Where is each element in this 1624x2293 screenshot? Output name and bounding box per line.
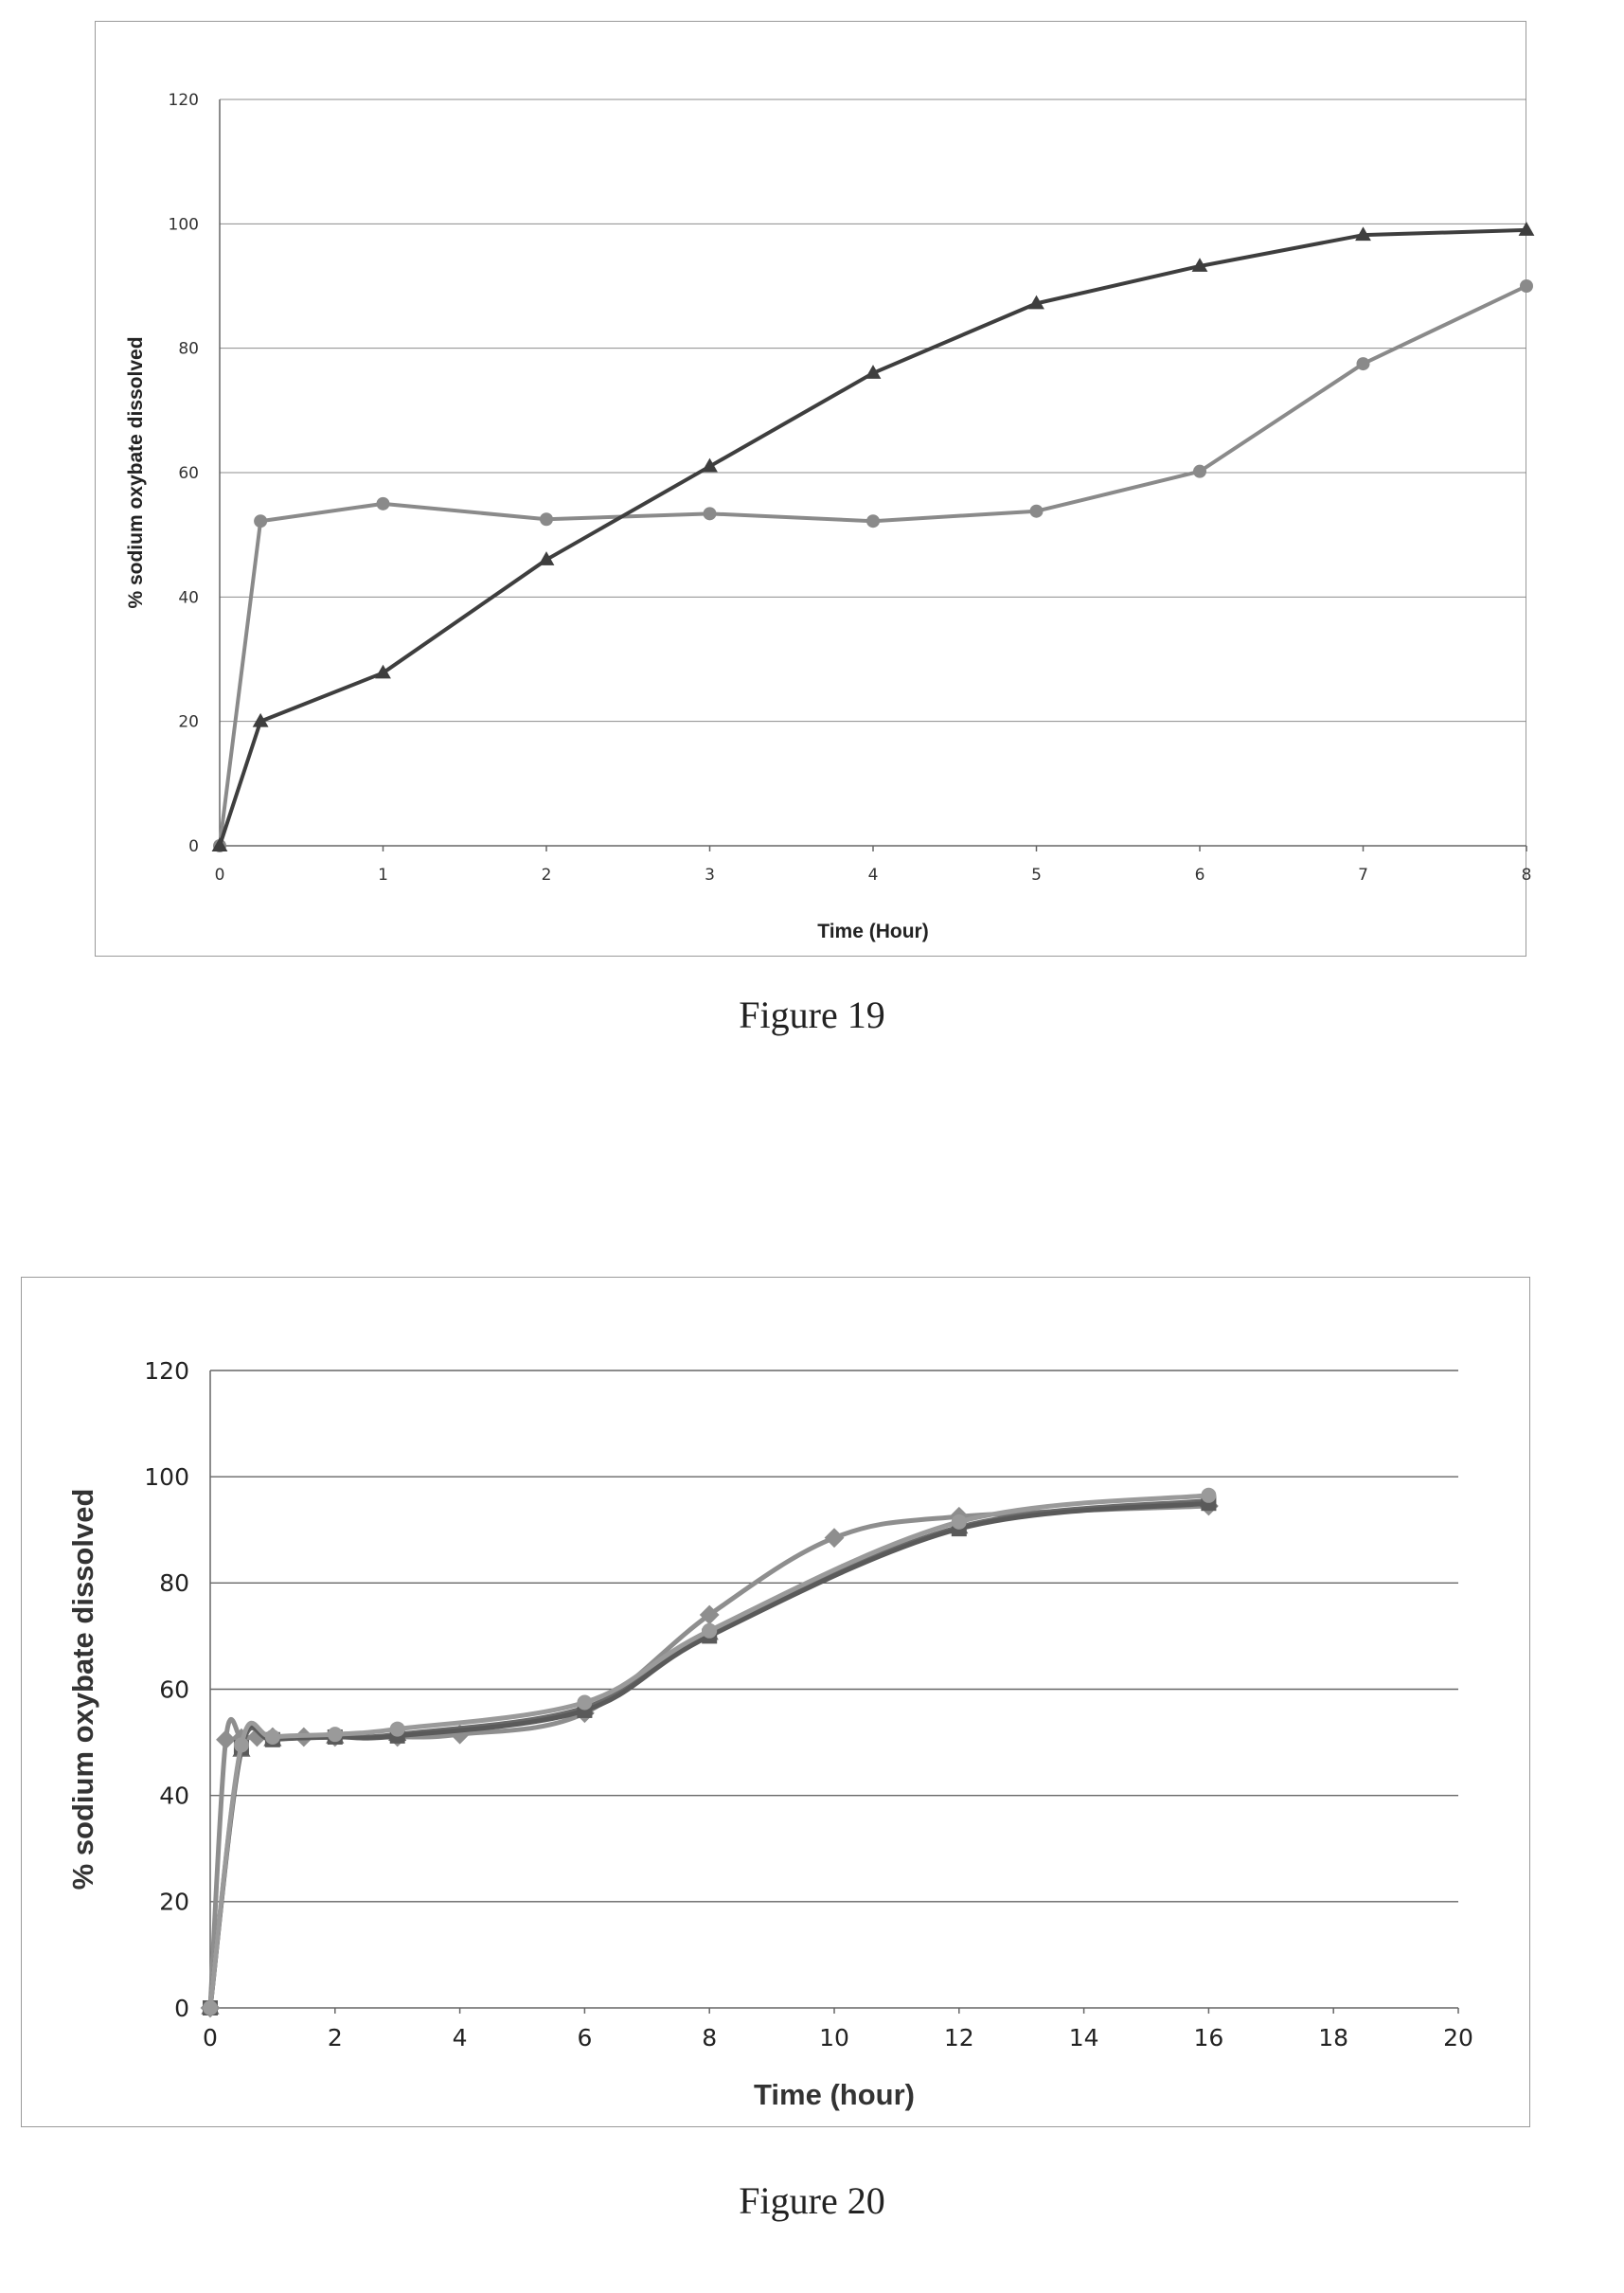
fig20-y-tick-label: 120 bbox=[144, 1357, 189, 1385]
fig19-x-axis-label: Time (Hour) bbox=[817, 921, 928, 942]
fig20-series-4-circle-point bbox=[702, 1622, 718, 1639]
fig20-y-tick-label: 80 bbox=[159, 1569, 189, 1597]
fig19-series-1-circle-point bbox=[376, 496, 390, 511]
fig20-series-1-diamond-point bbox=[699, 1604, 720, 1625]
fig19-x-tick-label: 3 bbox=[705, 866, 715, 885]
fig20-x-tick-label: 14 bbox=[1069, 2024, 1099, 2051]
figure-20-chart-frame bbox=[21, 1277, 1530, 2127]
fig20-y-tick-label: 20 bbox=[159, 1889, 189, 1916]
fig20-x-tick-label: 20 bbox=[1443, 2024, 1473, 2051]
fig19-series-1-circle-point bbox=[703, 507, 717, 521]
fig20-series-4-circle-point bbox=[203, 2000, 218, 2015]
figure-19-chart: 0 20 40 60 80 100 120 0 1 2 3 4 5 6 7 8 Time (Hour) % sod… bbox=[125, 91, 1535, 942]
fig19-x-tick-label: 4 bbox=[868, 866, 879, 885]
fig20-y-tick-label: 0 bbox=[174, 1995, 189, 2022]
fig19-series-1-circle-point bbox=[254, 514, 268, 528]
fig20-series-1-diamond-point bbox=[824, 1528, 845, 1549]
fig19-x-tick-label: 1 bbox=[378, 866, 388, 885]
fig19-series-2-triangle-point bbox=[252, 712, 269, 727]
fig20-y-tick-label: 60 bbox=[159, 1675, 189, 1703]
fig20-x-tick-label: 0 bbox=[203, 2024, 218, 2051]
fig19-x-tick-label: 6 bbox=[1195, 866, 1205, 885]
fig20-y-axis-label: % sodium oxybate dissolved bbox=[66, 1489, 99, 1890]
fig19-series-2-triangle-point bbox=[1518, 222, 1535, 236]
fig19-y-tick-label: 100 bbox=[169, 215, 199, 234]
fig19-series-1-line bbox=[218, 284, 1528, 848]
fig19-series-1-circle-point bbox=[1356, 357, 1370, 371]
fig19-x-tick-label: 8 bbox=[1522, 866, 1532, 885]
fig19-series-2-triangle-point bbox=[1028, 295, 1044, 310]
fig19-y-tick-label: 40 bbox=[178, 588, 199, 607]
fig20-series-1-line bbox=[207, 1503, 1211, 2011]
fig20-series-3-line bbox=[207, 1500, 1211, 2011]
fig20-series-4-circle-point bbox=[389, 1721, 405, 1737]
fig20-series-1-diamond-point bbox=[216, 1729, 236, 1750]
fig19-series-1-circle-point bbox=[1029, 504, 1044, 518]
fig19-x-tick-label: 2 bbox=[542, 866, 552, 885]
fig19-series-1-circle-point bbox=[1193, 464, 1206, 478]
fig19-series-2-triangle-point bbox=[375, 664, 391, 679]
fig19-series-2-triangle-point bbox=[702, 457, 718, 473]
fig19-x-tick-label: 0 bbox=[215, 866, 225, 885]
fig19-series-1-circle-point bbox=[540, 512, 553, 527]
figure-20-caption: Figure 20 bbox=[739, 2179, 885, 2222]
fig20-x-tick-label: 4 bbox=[453, 2024, 468, 2051]
fig20-series-4-circle-point bbox=[233, 1737, 249, 1753]
fig20-series-4-circle-point bbox=[264, 1729, 280, 1745]
fig20-x-tick-label: 2 bbox=[328, 2024, 343, 2051]
fig20-series-4-circle-point bbox=[327, 1727, 343, 1743]
fig19-y-axis-label: % sodium oxybate dissolved bbox=[125, 336, 147, 608]
fig19-y-tick-label: 120 bbox=[169, 91, 199, 110]
fig20-x-tick-label: 18 bbox=[1318, 2024, 1348, 2051]
fig19-series-2-line bbox=[218, 227, 1528, 848]
fig20-series-4-circle-point bbox=[1201, 1487, 1217, 1503]
fig19-series-1-circle-point bbox=[866, 514, 880, 528]
figure-19-chart-frame bbox=[95, 21, 1526, 957]
fig20-series-2-line bbox=[207, 1497, 1211, 2011]
fig19-x-tick-label: 5 bbox=[1031, 866, 1042, 885]
fig19-y-tick-label: 0 bbox=[188, 837, 199, 856]
fig19-y-tick-label: 60 bbox=[178, 464, 199, 483]
fig19-series-2-triangle-point bbox=[1355, 226, 1371, 242]
fig19-series-2-triangle-point bbox=[1191, 258, 1208, 272]
fig20-x-tick-label: 8 bbox=[702, 2024, 717, 2051]
fig20-series-4-line bbox=[207, 1493, 1211, 2011]
fig20-x-tick-label: 6 bbox=[577, 2024, 592, 2051]
fig19-y-tick-label: 80 bbox=[178, 340, 199, 359]
fig20-x-tick-label: 16 bbox=[1193, 2024, 1223, 2051]
fig20-x-tick-label: 10 bbox=[819, 2024, 849, 2051]
fig20-x-axis-label: Time (hour) bbox=[754, 2078, 915, 2111]
fig20-series-4-circle-point bbox=[577, 1694, 593, 1711]
fig20-x-tick-label: 12 bbox=[944, 2024, 974, 2051]
fig19-series-2-triangle-point bbox=[538, 551, 555, 565]
fig20-y-tick-label: 40 bbox=[159, 1782, 189, 1809]
fig19-series-2-triangle-point bbox=[211, 837, 228, 851]
figure-19-caption: Figure 19 bbox=[739, 994, 885, 1036]
fig20-series-1-diamond-point bbox=[247, 1727, 267, 1747]
fig19-y-tick-label: 20 bbox=[178, 713, 199, 732]
fig20-series-4-circle-point bbox=[951, 1514, 967, 1530]
fig19-x-tick-label: 7 bbox=[1358, 866, 1368, 885]
fig19-series-1-circle-point bbox=[1520, 279, 1533, 293]
fig19-series-2-triangle-point bbox=[865, 365, 882, 379]
fig20-y-tick-label: 100 bbox=[144, 1463, 189, 1491]
